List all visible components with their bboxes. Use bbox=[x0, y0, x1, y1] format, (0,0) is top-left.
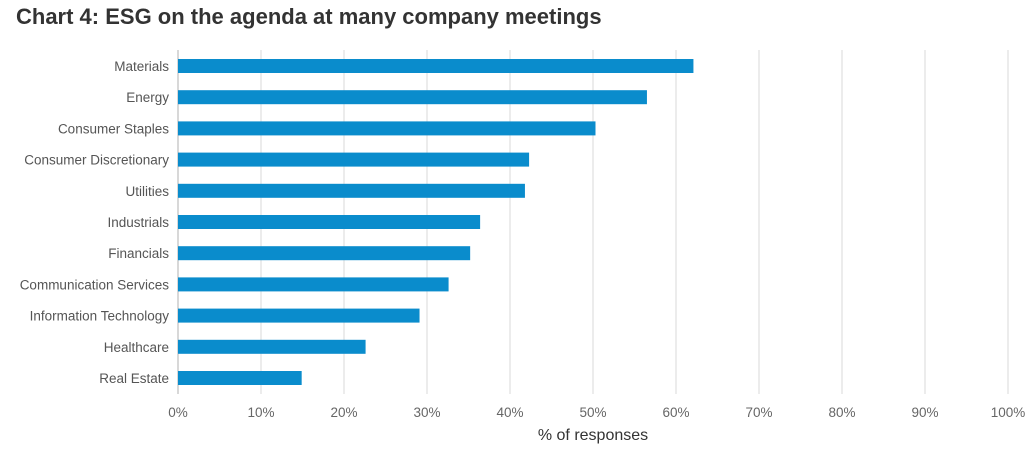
bar-real-estate bbox=[178, 371, 302, 385]
bar-communication-services bbox=[178, 277, 449, 292]
x-tick-label: 40% bbox=[496, 405, 523, 420]
bar-utilities bbox=[178, 183, 525, 198]
bar-information-technology bbox=[178, 308, 420, 323]
category-label: Consumer Discretionary bbox=[24, 153, 169, 168]
category-label: Financials bbox=[108, 246, 169, 261]
category-label: Communication Services bbox=[20, 277, 170, 292]
category-label: Information Technology bbox=[30, 309, 170, 324]
bar-materials bbox=[178, 59, 694, 73]
x-tick-label: 90% bbox=[911, 405, 938, 420]
x-tick-label: 80% bbox=[828, 405, 855, 420]
x-tick-label: 20% bbox=[330, 405, 357, 420]
category-label: Materials bbox=[114, 59, 169, 74]
bar-consumer-staples bbox=[178, 121, 596, 136]
category-labels: Materials Energy Consumer Staples Consumer … bbox=[20, 59, 170, 386]
category-label: Industrials bbox=[107, 215, 169, 230]
category-label: Real Estate bbox=[99, 371, 169, 386]
category-label: Utilities bbox=[125, 184, 169, 199]
bar-energy bbox=[178, 90, 647, 105]
bar-consumer-discretionary bbox=[178, 152, 530, 167]
chart-title: Chart 4: ESG on the agenda at many compa… bbox=[16, 4, 602, 29]
bar-industrials bbox=[178, 215, 481, 229]
category-label: Consumer Staples bbox=[58, 121, 169, 136]
x-tick-label: 70% bbox=[745, 405, 772, 420]
x-tick-label: 60% bbox=[662, 405, 689, 420]
x-tick-label: 100% bbox=[991, 405, 1026, 420]
bar-healthcare bbox=[178, 339, 366, 354]
bar-financials bbox=[178, 246, 471, 261]
x-tick-label: 30% bbox=[413, 405, 440, 420]
category-label: Energy bbox=[126, 90, 169, 105]
category-label: Healthcare bbox=[104, 340, 169, 355]
x-tick-label: 0% bbox=[168, 405, 188, 420]
x-tick-labels: 0% 10% 20% 30% 40% 50% 60% 70% 80% 90% 100% bbox=[168, 405, 1025, 420]
bars bbox=[178, 59, 694, 385]
x-tick-label: 50% bbox=[579, 405, 606, 420]
x-tick-label: 10% bbox=[247, 405, 274, 420]
x-axis-title: % of responses bbox=[538, 427, 648, 444]
